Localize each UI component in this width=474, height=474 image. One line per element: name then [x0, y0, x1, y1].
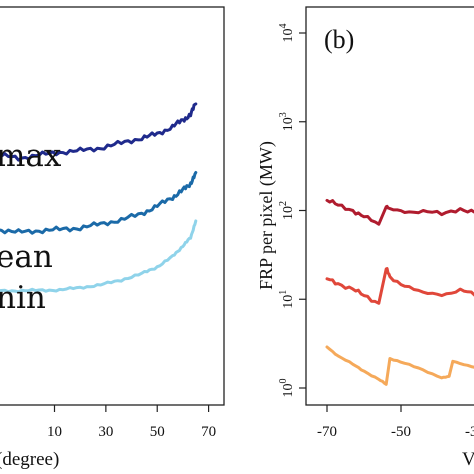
- series-label-min: nin: [0, 280, 46, 316]
- x-tick-label: -30: [465, 424, 474, 440]
- y-tick-base: 10: [281, 206, 296, 220]
- y-tick-exponent: 1: [278, 290, 289, 295]
- x-tick-label: 30: [98, 424, 113, 440]
- y-tick-base: 10: [281, 117, 296, 131]
- x-axis-label: (degree): [0, 449, 59, 470]
- series-line-middle: [325, 267, 474, 305]
- y-tick-label: 104: [278, 24, 296, 43]
- x-tick-label: -70: [317, 424, 337, 440]
- series-line-min: [0, 219, 198, 294]
- series-line-mean: [0, 171, 198, 235]
- y-tick-label: 100: [278, 379, 296, 398]
- series-line-lower: [325, 345, 474, 386]
- x-tick-label: 10: [47, 424, 62, 440]
- y-tick-exponent: 3: [278, 112, 289, 117]
- y-tick-base: 10: [281, 29, 296, 43]
- y-tick-label: 103: [278, 112, 296, 131]
- y-axis-label: FRP per pixel (MW): [256, 141, 277, 290]
- right-plot-frame: [305, 6, 474, 406]
- x-axis-label-fragment: V: [462, 449, 474, 470]
- left-plot-frame: [0, 6, 225, 406]
- x-tick-label: 70: [201, 424, 216, 440]
- y-tick-exponent: 2: [278, 201, 289, 206]
- y-tick-base: 10: [281, 295, 296, 309]
- y-tick-exponent: 0: [278, 379, 289, 384]
- series-line-max: [0, 102, 198, 162]
- series-label-max: max: [0, 138, 62, 174]
- y-tick-exponent: 4: [278, 24, 289, 29]
- x-tick-label: -50: [391, 424, 411, 440]
- y-tick-base: 10: [281, 384, 296, 398]
- x-tick-label: 50: [150, 424, 165, 440]
- y-tick-label: 102: [278, 201, 296, 220]
- y-tick-label: 101: [278, 290, 296, 309]
- panel-label: (b): [324, 25, 354, 54]
- series-label-mean: ean: [0, 239, 53, 275]
- series-line-upper: [325, 198, 474, 226]
- left-panel: max ean nin 10 30 50 70 (degree): [0, 6, 225, 470]
